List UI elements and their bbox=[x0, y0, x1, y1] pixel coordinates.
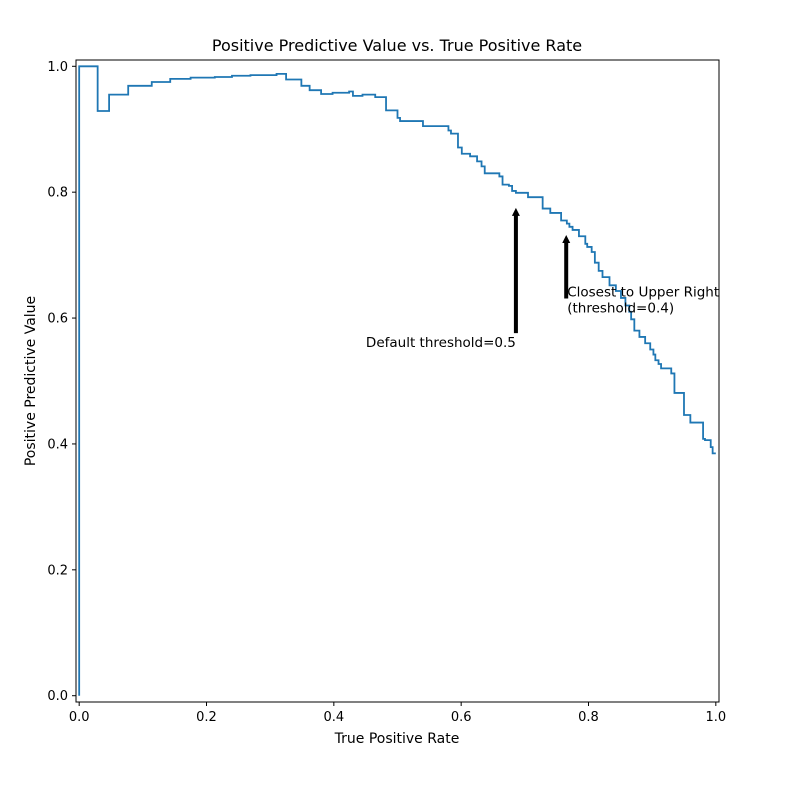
x-tick-label: 0.8 bbox=[578, 710, 599, 725]
x-tick-label: 0.6 bbox=[451, 710, 472, 725]
annotation-text: Default threshold=0.5 bbox=[366, 335, 516, 351]
x-tick-label: 0.2 bbox=[196, 710, 217, 725]
series-line bbox=[78, 65, 716, 696]
y-tick-label: 0.6 bbox=[47, 312, 68, 327]
y-tick-label: 0.4 bbox=[47, 437, 68, 452]
y-axis-ticks: 0.0 0.2 0.4 0.6 0.8 1.0 bbox=[47, 60, 76, 704]
y-tick-label: 0.8 bbox=[47, 186, 68, 201]
annotation-2: Closest to Upper Right (threshold=0.4) bbox=[562, 234, 719, 316]
annotation-arrow-head bbox=[562, 234, 571, 243]
x-axis-label: True Positive Rate bbox=[334, 731, 460, 747]
x-tick-label: 1.0 bbox=[705, 710, 726, 725]
annotation-text: Closest to Upper Right (threshold=0.4) bbox=[567, 284, 719, 316]
annotations: Default threshold=0.5 Closest to Upper Ri… bbox=[366, 207, 719, 351]
plot-background bbox=[76, 60, 719, 702]
y-tick-label: 0.0 bbox=[47, 689, 68, 704]
x-tick-label: 0.0 bbox=[69, 710, 90, 725]
y-tick-label: 1.0 bbox=[47, 60, 68, 75]
plot-frame bbox=[75, 59, 720, 703]
x-axis-ticks: 0.0 0.2 0.4 0.6 0.8 1.0 bbox=[69, 702, 726, 725]
chart-title: Positive Predictive Value vs. True Posit… bbox=[212, 36, 582, 55]
y-axis-label: Positive Predictive Value bbox=[23, 296, 39, 466]
plot-area bbox=[76, 60, 719, 702]
y-tick-label: 0.2 bbox=[47, 563, 68, 578]
annotation-1: Default threshold=0.5 bbox=[366, 207, 520, 351]
annotation-arrow-head bbox=[511, 207, 520, 216]
x-tick-label: 0.4 bbox=[323, 710, 344, 725]
